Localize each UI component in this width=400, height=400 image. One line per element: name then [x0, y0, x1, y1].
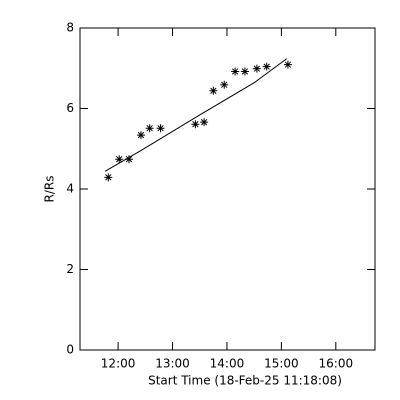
y-tick-label: 4 [66, 182, 74, 196]
data-point [104, 173, 113, 182]
data-point [262, 62, 271, 71]
y-tick-label: 8 [66, 21, 74, 35]
data-point [145, 124, 154, 133]
data-point [156, 124, 165, 133]
data-point [136, 131, 145, 140]
fit-line [104, 58, 288, 172]
data-point [231, 67, 240, 76]
y-tick-label: 2 [66, 262, 74, 276]
x-tick-label: 16:00 [319, 357, 354, 371]
data-point [283, 60, 292, 69]
x-tick-label: 14:00 [210, 357, 245, 371]
plot-frame [79, 27, 376, 351]
x-tick-label: 12:00 [101, 357, 136, 371]
data-point [240, 67, 249, 76]
data-point [209, 86, 218, 95]
data-point [124, 155, 133, 164]
data-point [252, 64, 261, 73]
data-point [200, 118, 209, 127]
data-point [191, 120, 200, 129]
data-point [115, 155, 124, 164]
x-tick-label: 13:00 [155, 357, 190, 371]
x-axis-label: Start Time (18-Feb-25 11:18:08) [148, 374, 342, 388]
y-tick-label: 6 [66, 101, 74, 115]
y-axis-label: R/Rs [43, 176, 57, 203]
y-tick-label: 0 [66, 343, 74, 357]
data-point [220, 80, 229, 89]
x-tick-label: 15:00 [264, 357, 299, 371]
